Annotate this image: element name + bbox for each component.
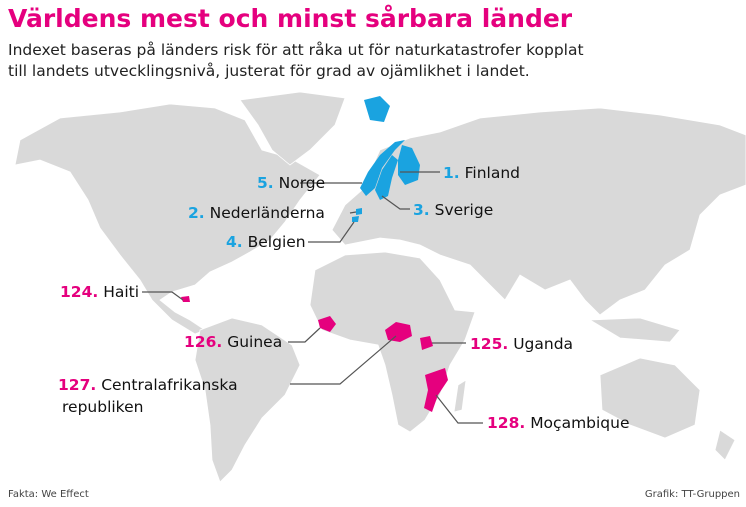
rank: 4.	[226, 233, 243, 251]
rank: 5.	[257, 174, 274, 192]
country-name: Moçambique	[530, 414, 629, 432]
leader-line	[308, 221, 355, 243]
leader-line	[435, 394, 483, 424]
rank: 124.	[60, 283, 98, 301]
subtitle: till landets utvecklingsnivå, justerat f…	[8, 62, 530, 80]
leader-line	[142, 291, 184, 301]
country-label: 2. Nederländerna	[188, 204, 325, 222]
rank: 1.	[443, 164, 460, 182]
country-belgium	[352, 216, 359, 222]
country-finland	[398, 145, 420, 185]
rank: 125.	[470, 335, 508, 353]
country-mozambique	[424, 368, 448, 412]
country-label: 124. Haiti	[60, 283, 139, 301]
land	[599, 357, 701, 439]
land	[309, 251, 476, 433]
leader-line	[381, 195, 410, 210]
country-label: 128. Moçambique	[487, 414, 630, 432]
country-sweden	[375, 155, 398, 200]
country-label: 4. Belgien	[226, 233, 306, 251]
land	[588, 317, 681, 343]
land	[239, 91, 346, 166]
country-label: 126. Guinea	[184, 333, 282, 351]
land	[14, 103, 321, 335]
country-netherlands	[356, 208, 362, 215]
country-label: republiken	[62, 398, 143, 416]
country-label: 5. Norge	[257, 174, 325, 192]
credit: Grafik: TT-Gruppen	[645, 489, 740, 500]
rank: 127.	[58, 376, 96, 394]
country-name: Norge	[279, 174, 326, 192]
leader-line	[290, 335, 397, 385]
rank: 3.	[413, 201, 430, 219]
country-label: 1. Finland	[443, 164, 520, 182]
country-name: Uganda	[513, 335, 573, 353]
country-name: Finland	[465, 164, 520, 182]
land	[714, 429, 736, 461]
rank: 2.	[188, 204, 205, 222]
source: Fakta: We Effect	[8, 489, 89, 500]
rank: 126.	[184, 333, 222, 351]
country-name: Centralafrikanska	[101, 376, 237, 394]
country-name: Guinea	[227, 333, 282, 351]
subtitle: Indexet baseras på länders risk för att …	[8, 41, 584, 59]
land	[453, 379, 467, 413]
country-haiti	[181, 296, 190, 302]
country-label: 3. Sverige	[413, 201, 493, 219]
land	[194, 317, 301, 483]
country-uganda	[420, 336, 433, 350]
country-guinea	[318, 316, 336, 332]
world-map	[14, 91, 746, 483]
country-label: 125. Uganda	[470, 335, 573, 353]
country-name: Sverige	[435, 201, 494, 219]
leader-line	[349, 211, 357, 214]
country-name: Nederländerna	[210, 204, 325, 222]
country-norway	[360, 140, 405, 196]
country-name: Haiti	[103, 283, 139, 301]
country-svalbard	[364, 96, 390, 122]
leader-line	[288, 327, 321, 343]
country-label: 127. Centralafrikanska	[58, 376, 238, 394]
country-name: Belgien	[248, 233, 306, 251]
rank: 128.	[487, 414, 525, 432]
land	[331, 107, 746, 316]
title: Världens mest och minst sårbara länder	[8, 4, 573, 33]
country-car	[385, 322, 412, 342]
